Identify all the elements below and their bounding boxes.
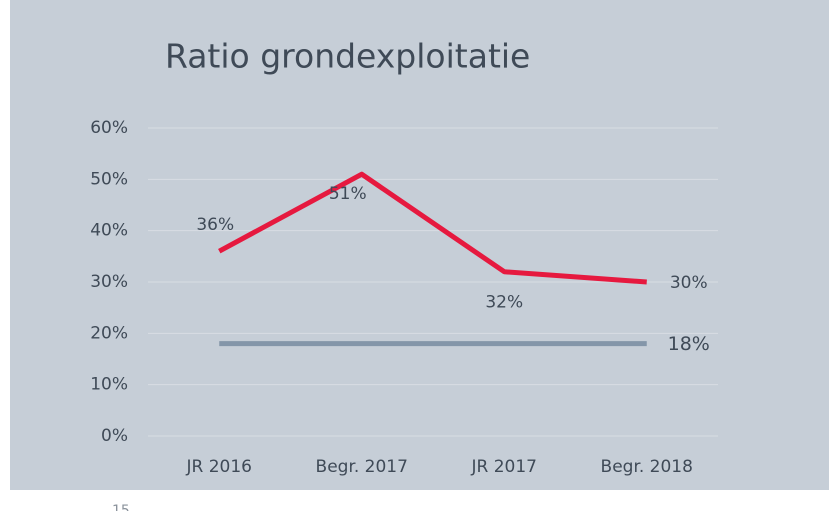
page-number: 15 — [112, 503, 130, 511]
x-tick-label: JR 2016 — [186, 457, 253, 477]
data-label: 18% — [668, 333, 710, 355]
chart-title: Ratio grondexploitatie — [165, 37, 530, 76]
line-series — [218, 171, 647, 285]
data-label: 30% — [670, 273, 708, 293]
x-tick-label: Begr. 2017 — [316, 457, 408, 477]
y-tick-label: 30% — [90, 272, 128, 292]
x-tick-label: JR 2017 — [471, 457, 538, 477]
data-label: 51% — [329, 184, 367, 204]
data-label: 32% — [485, 293, 523, 313]
y-tick-label: 20% — [90, 323, 128, 343]
y-tick-label: 60% — [90, 118, 128, 138]
data-label: 36% — [196, 215, 234, 235]
chart-background — [10, 0, 829, 490]
y-tick-label: 40% — [90, 221, 128, 241]
y-tick-label: 50% — [90, 169, 128, 189]
y-tick-label: 0% — [101, 426, 128, 446]
y-tick-label: 10% — [90, 375, 128, 395]
x-tick-label: Begr. 2018 — [601, 457, 693, 477]
